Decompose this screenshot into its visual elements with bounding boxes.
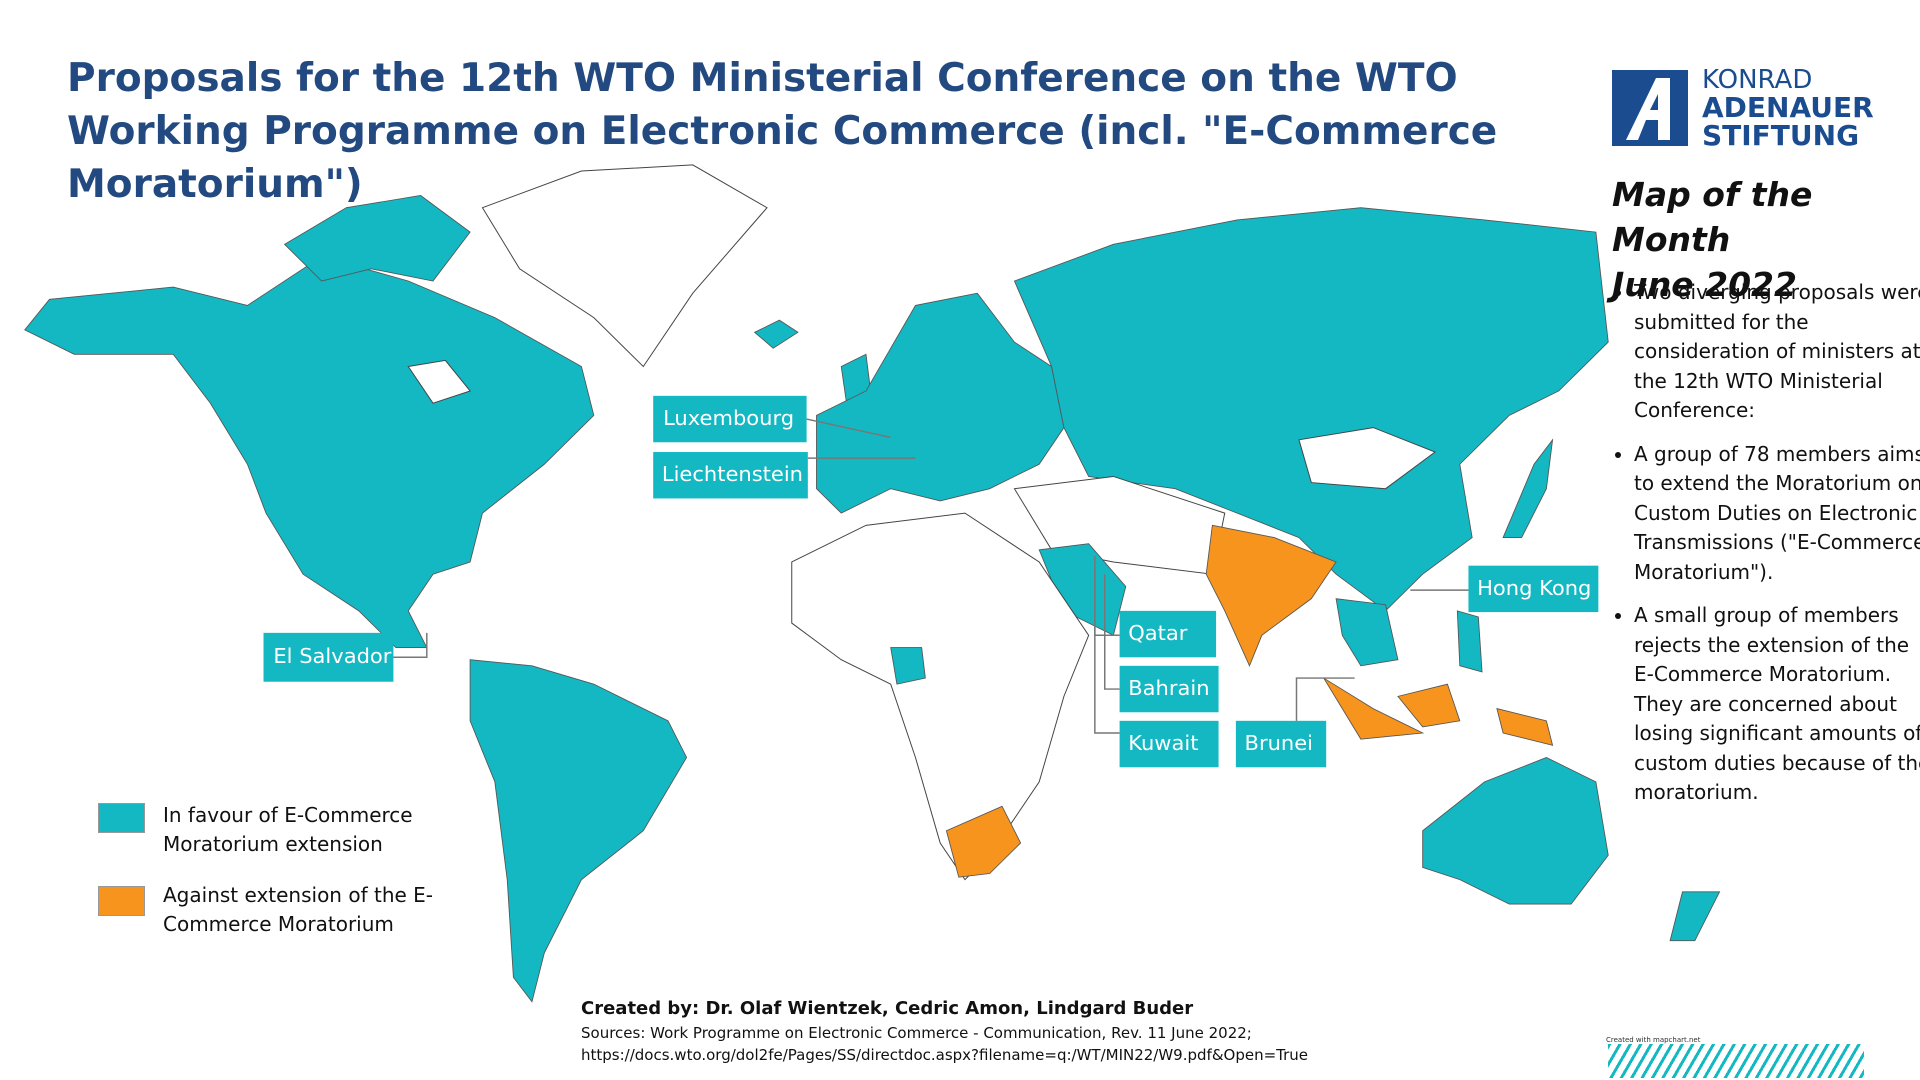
southeast-asia xyxy=(1335,598,1399,667)
logo-text: STIFTUNG xyxy=(1702,119,1860,152)
label-box xyxy=(1468,565,1599,613)
credits: Created by: Dr. Olaf Wientzek, Cedric Am… xyxy=(581,998,1194,1019)
heading-line: June 2022 xyxy=(1612,265,1797,304)
title: Proposals for the 12th WTO Ministerial C… xyxy=(67,56,1498,207)
country-label: El Salvador xyxy=(273,644,391,668)
borneo xyxy=(1397,683,1461,728)
europe xyxy=(816,292,1065,514)
bullet: A small group of members rejects the ext… xyxy=(1634,601,1920,808)
logo-text: KONRAD xyxy=(1702,65,1813,95)
country-label: Bahrain xyxy=(1128,676,1209,700)
bullet: Two diverging proposals were submitted f… xyxy=(1634,278,1920,426)
label-box xyxy=(263,632,394,682)
country-label: Qatar xyxy=(1128,621,1188,645)
connector xyxy=(1295,677,1355,721)
label-box xyxy=(1119,610,1217,658)
arctic-islands xyxy=(283,195,471,282)
connectors xyxy=(393,418,1469,734)
logo-text: ADENAUER xyxy=(1702,91,1874,124)
sidebar-heading: Map of the Month June 2022 xyxy=(1612,172,1920,307)
label-box xyxy=(653,452,808,499)
country-label: Liechtenstein xyxy=(662,462,803,486)
legend-swatch xyxy=(98,803,145,833)
hudson-bay xyxy=(407,359,471,404)
india xyxy=(1205,524,1337,667)
country-label: Hong Kong xyxy=(1477,576,1591,600)
south-africa xyxy=(945,805,1022,878)
sources: Sources: Work Programme on Electronic Co… xyxy=(581,1024,1309,1064)
mapchart-hatch xyxy=(1608,1044,1864,1078)
connector xyxy=(393,632,428,659)
iceland xyxy=(753,319,799,349)
philippines xyxy=(1456,610,1483,673)
australia xyxy=(1422,756,1609,905)
legend-swatch xyxy=(98,886,145,916)
map-land xyxy=(24,164,1721,1003)
connector xyxy=(1094,555,1120,734)
connector xyxy=(806,418,891,439)
heading-line: Map of the Month xyxy=(1612,175,1813,259)
nigeria xyxy=(890,647,926,685)
country-labels: Luxembourg Liechtenstein El Salvador Qat… xyxy=(263,395,1599,768)
south-america xyxy=(469,659,688,1003)
greenland xyxy=(481,164,768,368)
mongolia xyxy=(1298,427,1437,490)
africa xyxy=(791,512,1090,881)
label-box xyxy=(1119,665,1219,713)
logo-glyph xyxy=(1626,78,1670,140)
legend-label: Against extension of the E-Commerce Mora… xyxy=(163,883,434,936)
label-box xyxy=(1119,720,1219,768)
sumatra-java xyxy=(1323,677,1425,740)
country-label: Brunei xyxy=(1245,731,1313,755)
papua xyxy=(1496,708,1554,746)
connector xyxy=(1104,574,1120,690)
legend-label: In favour of E-Commerce Moratorium exten… xyxy=(163,803,413,856)
country-label: Luxembourg xyxy=(663,406,794,430)
north-america xyxy=(24,256,595,648)
label-box xyxy=(653,395,807,443)
logo-mark xyxy=(1612,70,1688,146)
new-zealand xyxy=(1669,891,1721,942)
japan xyxy=(1502,438,1554,538)
country-label: Kuwait xyxy=(1128,731,1198,755)
mapchart-credit: Created with mapchart.net xyxy=(1606,1036,1701,1044)
label-box xyxy=(1235,720,1327,768)
sidebar-bullets: Two diverging proposals were submitted f… xyxy=(1612,278,1920,822)
bullet: A group of 78 members aims to extend the… xyxy=(1634,440,1920,588)
